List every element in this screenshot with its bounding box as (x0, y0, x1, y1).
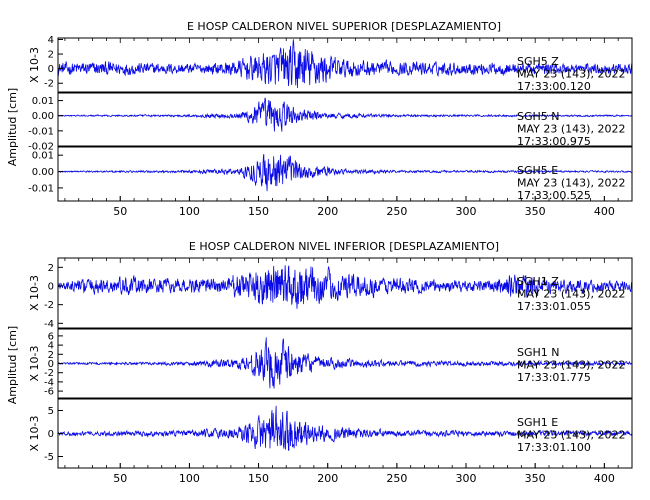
trace-line (57, 39, 633, 89)
panel-frame (57, 257, 633, 329)
x-tick-label: 150 (248, 205, 269, 218)
y-tick-label: -5 (44, 452, 54, 463)
x-tick-label: 400 (594, 472, 615, 485)
trace-line (57, 153, 633, 192)
y-tick-label: 0 (48, 429, 54, 440)
y-tick-label: 2 (48, 50, 54, 61)
station-annotation: SGH5 Z (517, 55, 559, 68)
station-annotation: 17:33:00.975 (517, 135, 591, 148)
station-annotation: 17:33:01.100 (517, 441, 591, 454)
station-annotation: SGH1 N (517, 346, 560, 359)
station-annotation: 17:33:01.775 (517, 371, 591, 384)
station-annotation: 17:33:01.055 (517, 300, 591, 313)
y-tick-label: 0.01 (32, 151, 54, 162)
y-tick-label: -0.02 (28, 142, 54, 153)
y-tick-label: 4 (48, 35, 54, 46)
x-tick-label: 300 (456, 472, 477, 485)
station-annotation: MAY 23 (143), 2022 (517, 429, 625, 442)
x-tick-label: 400 (594, 205, 615, 218)
y-tick-label: -2 (44, 300, 54, 311)
chart-title-inferior: E HOSP CALDERON NIVEL INFERIOR [DESPLAZA… (189, 240, 499, 253)
y-tick-label: 0.01 (32, 96, 54, 107)
panel-frame (57, 37, 633, 93)
x-tick-label: 100 (179, 472, 200, 485)
x-tick-label: 200 (317, 205, 338, 218)
y-tick-label: 4 (48, 341, 54, 352)
y-axis-label-inferior: Amplitud [cm] (6, 326, 19, 404)
x-tick-label: 50 (113, 205, 127, 218)
y-tick-label: -2 (44, 79, 54, 90)
panel-frame (57, 92, 633, 147)
trace-line (57, 265, 633, 309)
y-tick-label: 0.00 (32, 111, 54, 122)
y-tick-label: 5 (48, 406, 54, 417)
y-tick-label: 6 (48, 331, 54, 342)
x-tick-label: 350 (525, 205, 546, 218)
station-annotation: MAY 23 (143), 2022 (517, 177, 625, 190)
trace-line (57, 337, 633, 389)
y-tick-label: 2 (48, 350, 54, 361)
scale-factor-label: X 10-3 (28, 416, 41, 452)
station-annotation: 17:33:00.525 (517, 189, 591, 202)
chart-title-superior: E HOSP CALDERON NIVEL SUPERIOR [DESPLAZA… (187, 20, 501, 33)
trace-line (57, 97, 633, 132)
x-tick-label: 150 (248, 472, 269, 485)
y-tick-label: 0 (48, 64, 54, 75)
y-tick-label: -2 (44, 368, 54, 379)
scale-factor-label: X 10-3 (28, 275, 41, 311)
station-annotation: MAY 23 (143), 2022 (517, 123, 625, 136)
x-tick-label: 300 (456, 205, 477, 218)
y-tick-label: -0.01 (28, 183, 54, 194)
y-tick-label: 0 (48, 282, 54, 293)
scale-factor-label: X 10-3 (28, 47, 41, 83)
x-tick-label: 250 (386, 472, 407, 485)
y-tick-label: 2 (48, 263, 54, 274)
y-tick-label: 0 (48, 359, 54, 370)
station-annotation: MAY 23 (143), 2022 (517, 288, 625, 301)
y-tick-label: -0.01 (28, 126, 54, 137)
trace-line (57, 405, 633, 451)
scale-factor-label: X 10-3 (28, 346, 41, 382)
station-annotation: MAY 23 (143), 2022 (517, 359, 625, 372)
y-tick-label: -4 (44, 377, 54, 388)
y-tick-label: -4 (44, 319, 54, 330)
station-annotation: SGH1 E (517, 416, 558, 429)
station-annotation: MAY 23 (143), 2022 (517, 68, 625, 81)
x-tick-label: 350 (525, 472, 546, 485)
y-axis-label-superior: Amplitud [cm] (6, 88, 19, 166)
x-tick-label: 50 (113, 472, 127, 485)
x-tick-label: 250 (386, 205, 407, 218)
y-tick-label: 0.00 (32, 167, 54, 178)
station-annotation: SGH5 E (517, 164, 558, 177)
station-annotation: 17:33:00.120 (517, 80, 591, 93)
station-annotation: SGH1 Z (517, 275, 559, 288)
station-annotation: SGH5 N (517, 110, 560, 123)
panel-frame (57, 146, 633, 202)
y-tick-label: -6 (44, 387, 54, 398)
x-tick-label: 100 (179, 205, 200, 218)
x-tick-label: 200 (317, 472, 338, 485)
